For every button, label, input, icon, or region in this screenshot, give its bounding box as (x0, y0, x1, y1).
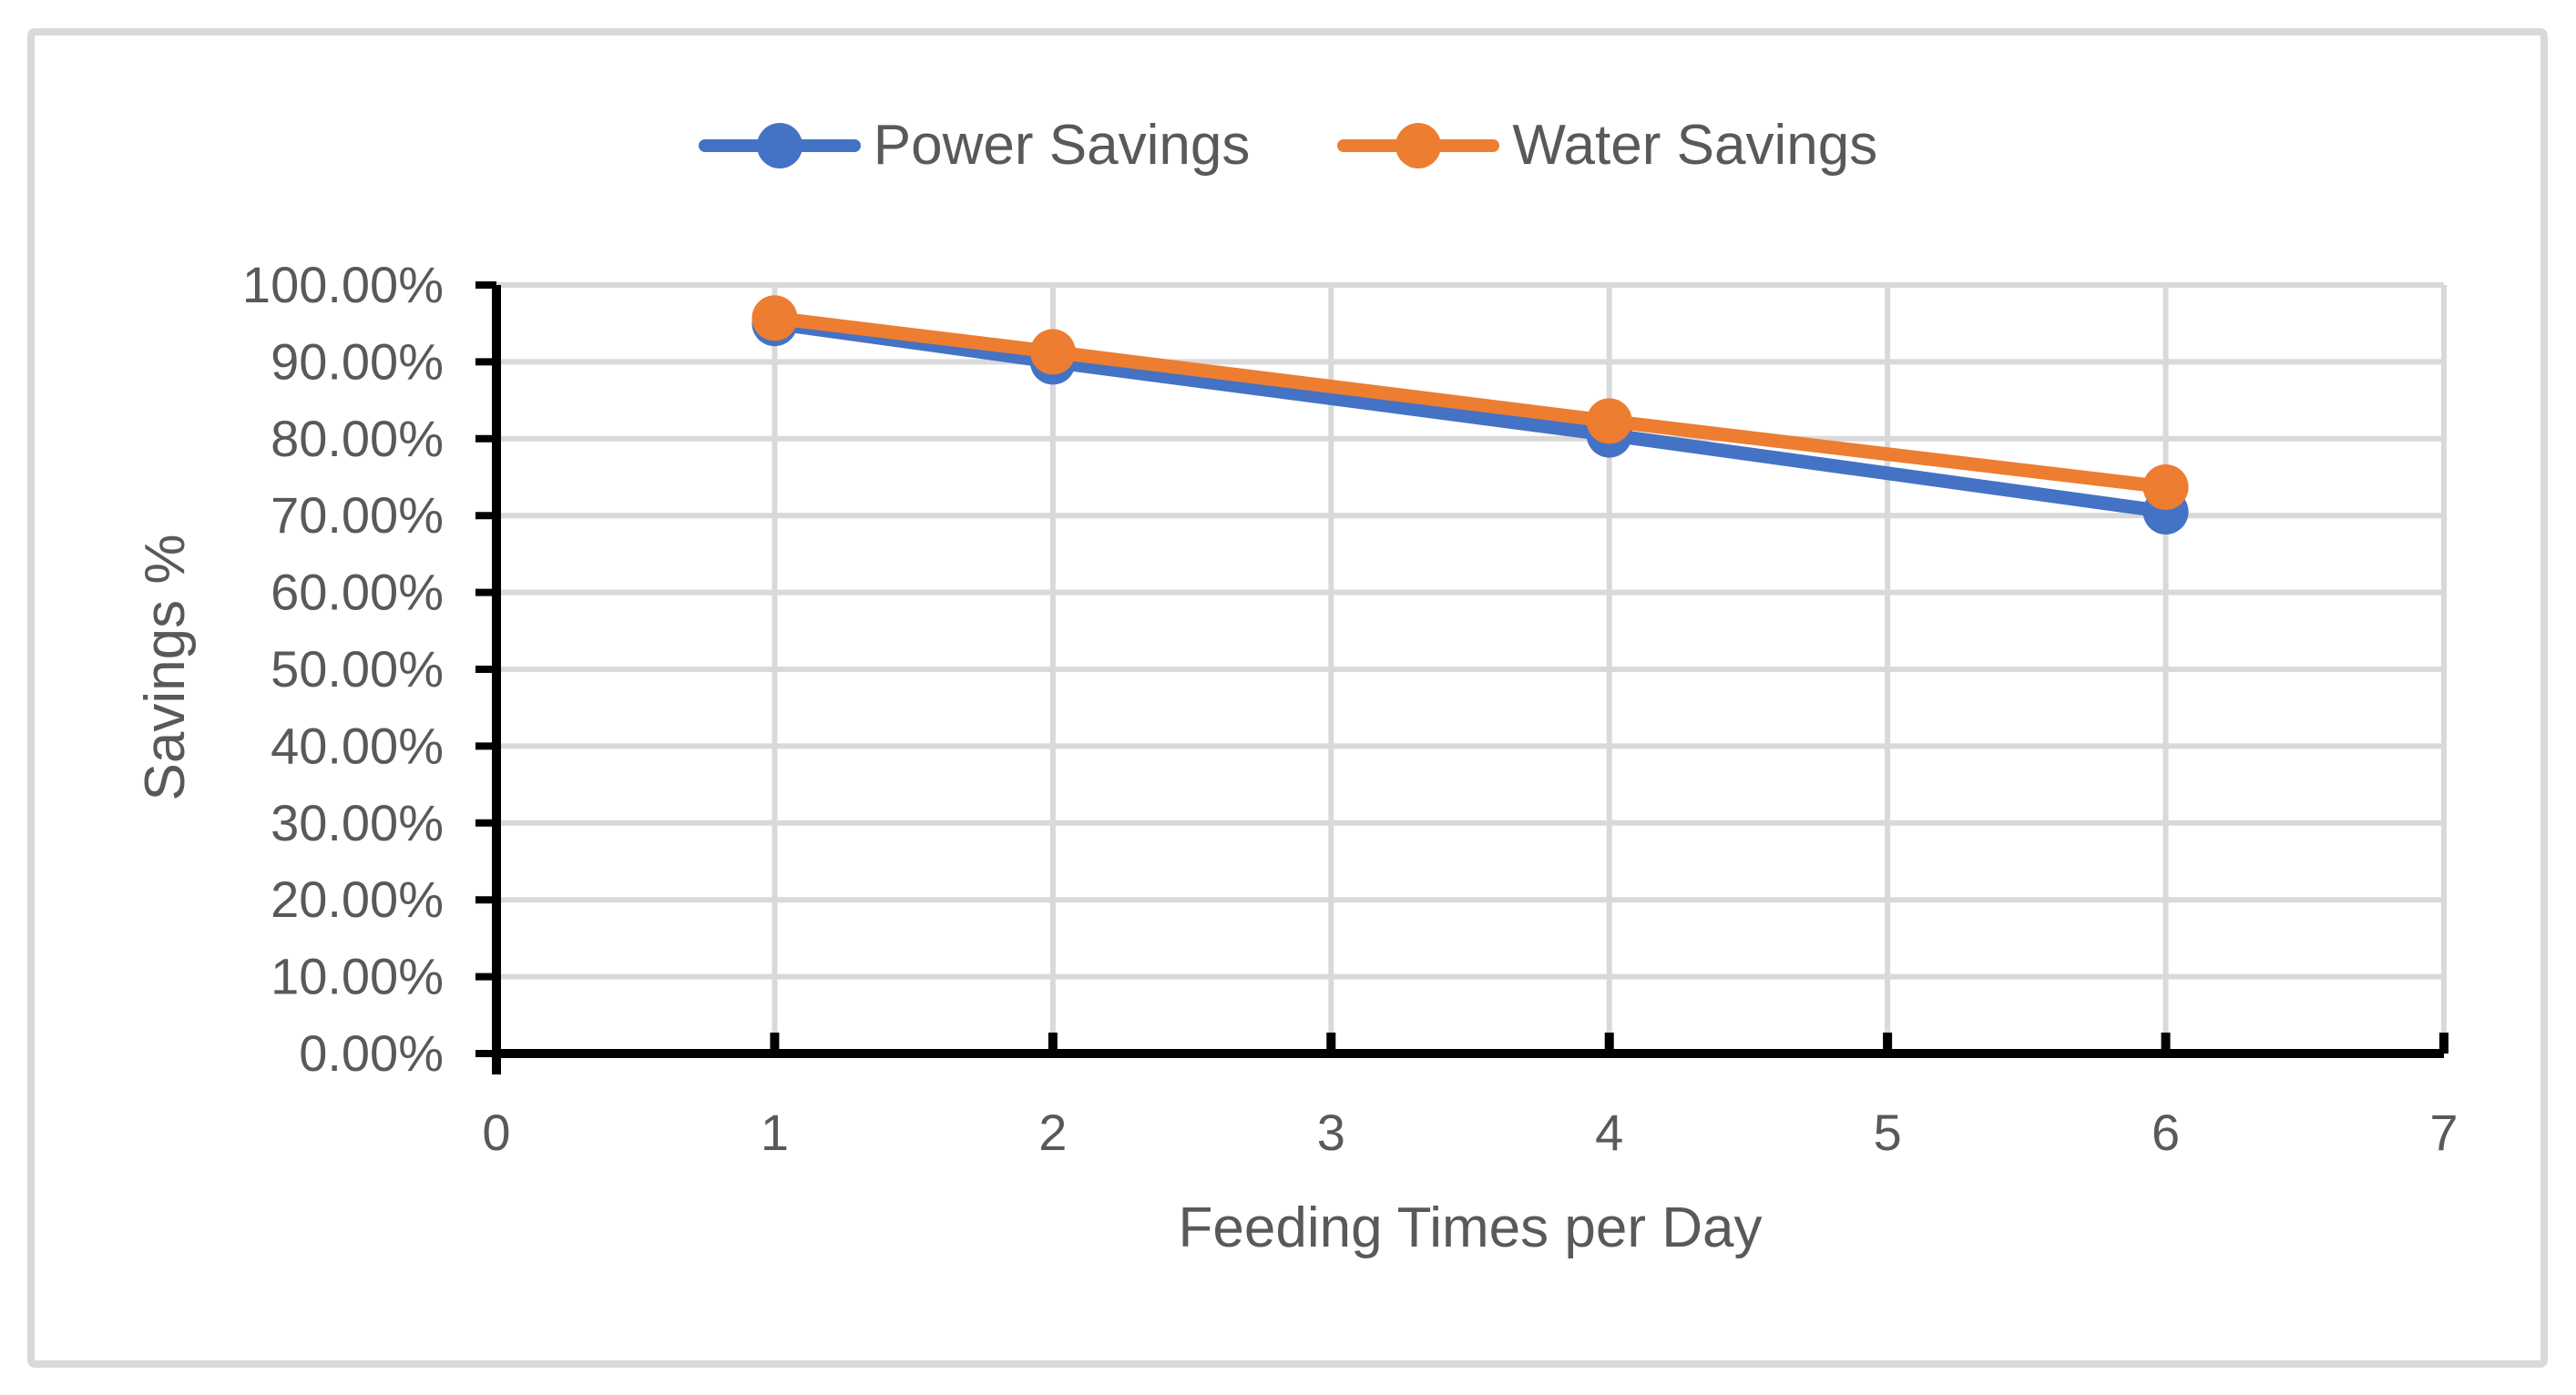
x-tick-label: 3 (1317, 1104, 1345, 1161)
y-tick-label: 0.00% (299, 1024, 444, 1082)
y-tick-label: 30.00% (271, 794, 444, 851)
x-tick-label: 1 (761, 1104, 789, 1161)
x-axis-title: Feeding Times per Day (1178, 1196, 1763, 1259)
legend: Power Savings Water Savings (0, 107, 2576, 184)
y-tick-label: 100.00% (242, 256, 444, 313)
legend-marker-water-line-dot (1337, 123, 1500, 168)
legend-dot-swatch (756, 123, 802, 168)
y-tick-label: 70.00% (271, 486, 444, 544)
tick-labels: 0.00% 10.00% 20.00% 30.00% 40.00% 50.00% 60.00… (242, 256, 2458, 1161)
x-tick-label: 6 (2152, 1104, 2180, 1161)
y-tick-label: 80.00% (271, 410, 444, 467)
x-tick-label: 2 (1038, 1104, 1067, 1161)
y-tick-label: 60.00% (271, 564, 444, 621)
data-point-water-savings (2142, 463, 2189, 510)
series-line-water-savings (767, 311, 2173, 494)
legend-item-water-savings: Water Savings (1337, 117, 1877, 174)
data-series (751, 295, 2189, 535)
legend-marker-power-line-dot (698, 123, 861, 168)
series-line-power-savings (767, 316, 2173, 519)
y-tick-label: 90.00% (271, 332, 444, 390)
y-tick-label: 10.00% (271, 948, 444, 1005)
legend-dot-swatch (1395, 123, 1442, 168)
x-tick-label: 5 (1874, 1104, 1902, 1161)
gridlines (496, 282, 2447, 1049)
y-tick-label: 20.00% (271, 871, 444, 928)
x-tick-label: 4 (1595, 1104, 1623, 1161)
data-point-water-savings (751, 295, 798, 341)
legend-label-power-savings: Power Savings (873, 114, 1251, 177)
y-tick-label: 50.00% (271, 640, 444, 698)
axis-ticks (475, 281, 2448, 1074)
legend-item-power-savings: Power Savings (698, 114, 1251, 177)
y-axis-title: Savings % (134, 534, 197, 801)
legend-label-water-savings: Water Savings (1512, 114, 1878, 177)
figure-border (27, 28, 2548, 1368)
x-tick-label: 7 (2429, 1104, 2458, 1161)
data-point-water-savings (1586, 398, 1632, 444)
x-tick-label: 0 (482, 1104, 510, 1161)
y-tick-label: 40.00% (271, 717, 444, 774)
data-point-water-savings (1029, 329, 1076, 375)
